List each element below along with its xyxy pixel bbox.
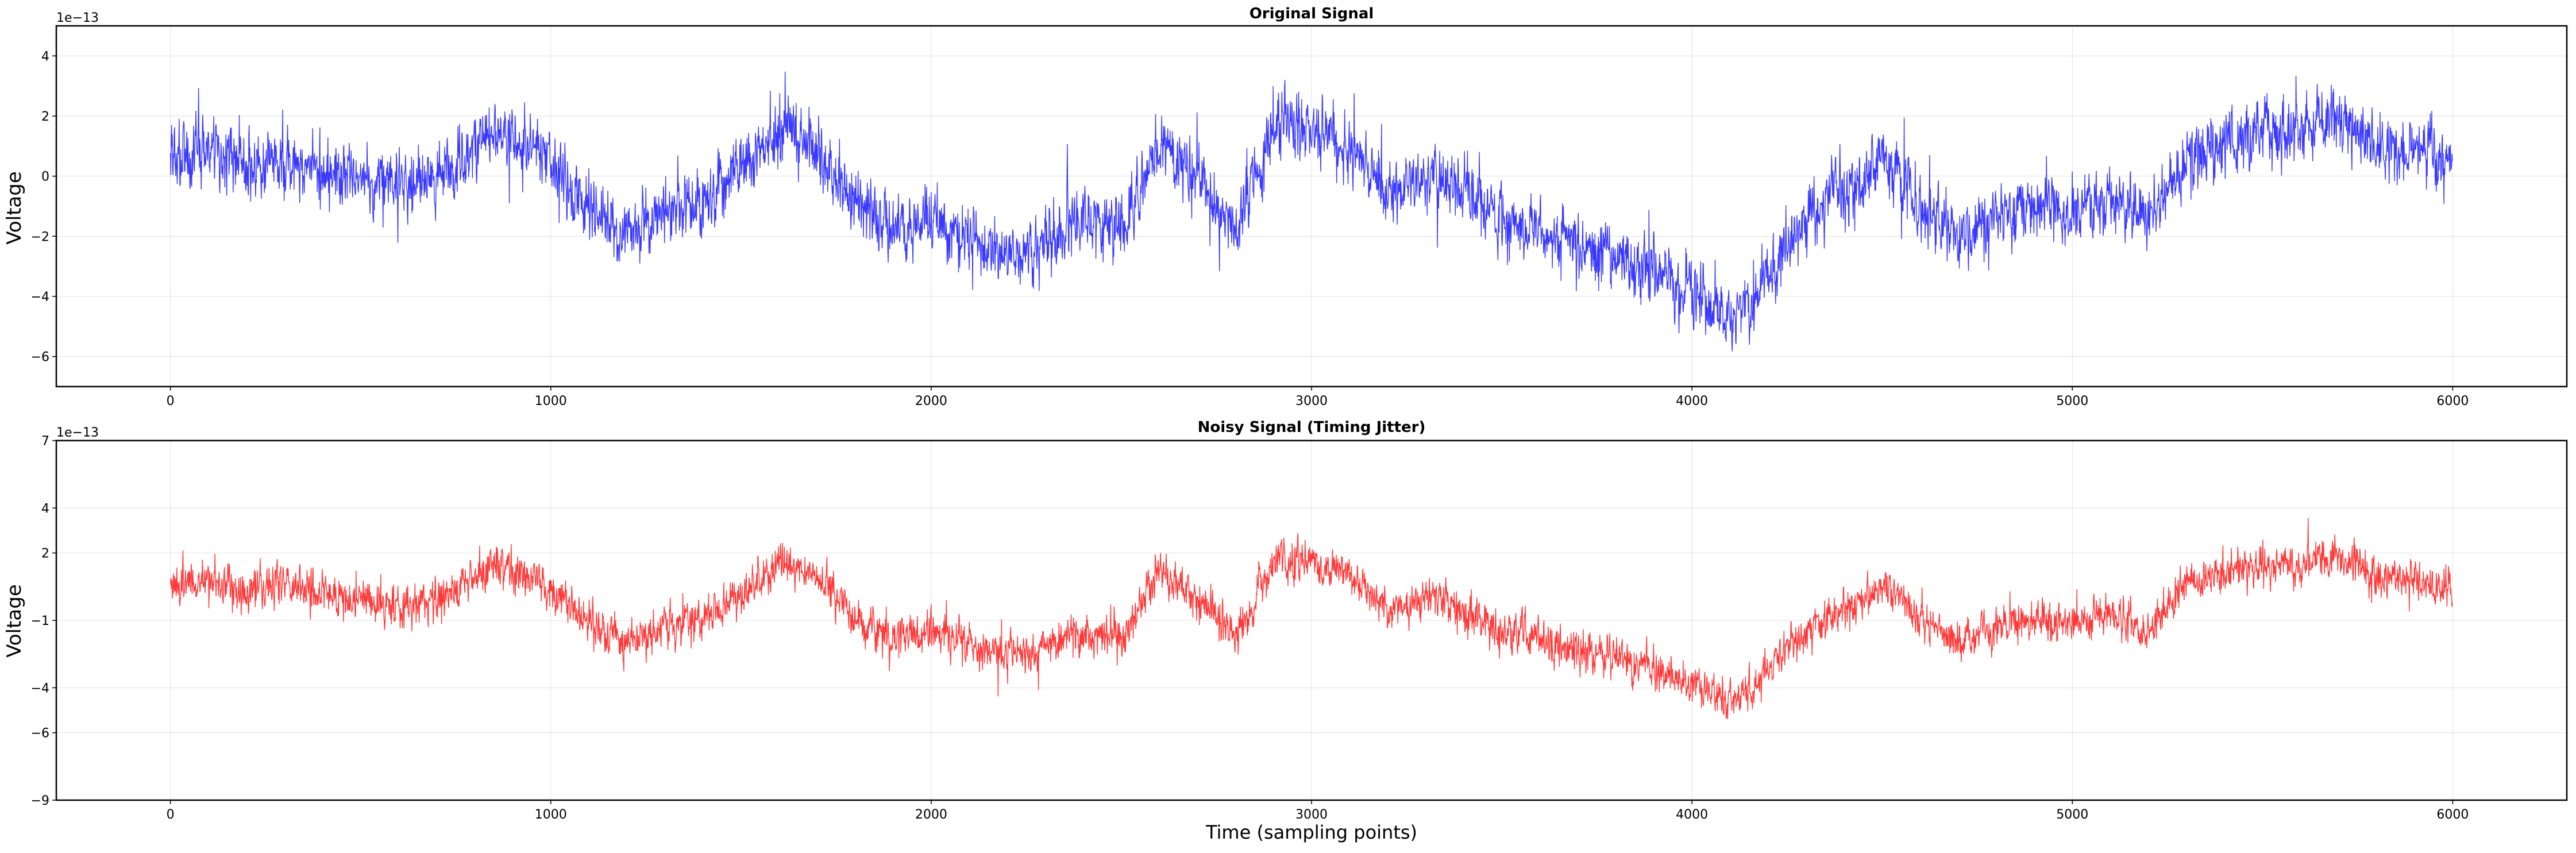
x-axis-label: Time (sampling points) bbox=[1205, 821, 1417, 843]
y-tick-label: 4 bbox=[41, 501, 49, 516]
chart-title: Original Signal bbox=[1250, 5, 1374, 22]
x-tick-label: 3000 bbox=[1295, 808, 1328, 822]
x-tick-label: 5000 bbox=[2056, 394, 2088, 408]
noisy-signal-panel: Noisy Signal (Timing Jitter) 1e−13 Volta… bbox=[3, 419, 2568, 843]
x-tick-label: 6000 bbox=[2436, 808, 2469, 822]
y-tick-label: −6 bbox=[31, 350, 49, 365]
plot-frame bbox=[55, 439, 2568, 801]
x-tick-label: 1000 bbox=[535, 808, 567, 822]
y-axis-label: Voltage bbox=[3, 171, 26, 245]
axis-ticks: 0 1000 2000 3000 4000 5000 6000 4 2 0 −2 −4 −6 bbox=[31, 49, 2469, 408]
x-tick-label: 4000 bbox=[1676, 808, 1708, 822]
x-tick-label: 6000 bbox=[2436, 394, 2469, 408]
series-line-noisy bbox=[169, 518, 2453, 720]
original-signal-panel: Original Signal 1e−13 Voltage 0 1000 2000 3… bbox=[3, 5, 2568, 408]
y-tick-label: 4 bbox=[41, 49, 49, 64]
y-tick-label: −4 bbox=[31, 681, 49, 696]
x-tick-label: 1000 bbox=[535, 394, 567, 408]
x-tick-label: 4000 bbox=[1676, 394, 1708, 408]
axis-ticks: 0 1000 2000 3000 4000 5000 6000 7 4 2 −1 −4 −6 −9 bbox=[31, 434, 2469, 822]
y-offset-label: 1e−13 bbox=[56, 426, 99, 440]
y-tick-label: −6 bbox=[31, 727, 49, 741]
x-tick-label: 5000 bbox=[2056, 808, 2088, 822]
y-offset-label: 1e−13 bbox=[56, 11, 99, 25]
y-tick-label: −9 bbox=[31, 794, 49, 808]
y-tick-label: −1 bbox=[31, 614, 49, 628]
y-tick-label: 2 bbox=[41, 547, 49, 561]
y-tick-label: 7 bbox=[41, 434, 49, 449]
grid-lines bbox=[56, 26, 2567, 387]
series-line-original bbox=[169, 71, 2453, 352]
y-axis-label: Voltage bbox=[3, 584, 26, 658]
y-tick-label: 2 bbox=[41, 110, 49, 124]
x-tick-label: 0 bbox=[167, 808, 175, 822]
y-tick-label: 0 bbox=[41, 170, 49, 184]
x-tick-label: 0 bbox=[167, 394, 175, 408]
y-tick-label: −2 bbox=[31, 230, 49, 244]
x-tick-label: 2000 bbox=[915, 394, 947, 408]
chart-title: Noisy Signal (Timing Jitter) bbox=[1198, 419, 1426, 436]
x-tick-label: 3000 bbox=[1295, 394, 1328, 408]
x-tick-label: 2000 bbox=[915, 808, 947, 822]
y-tick-label: −4 bbox=[31, 290, 49, 304]
plot-frame bbox=[55, 25, 2568, 388]
